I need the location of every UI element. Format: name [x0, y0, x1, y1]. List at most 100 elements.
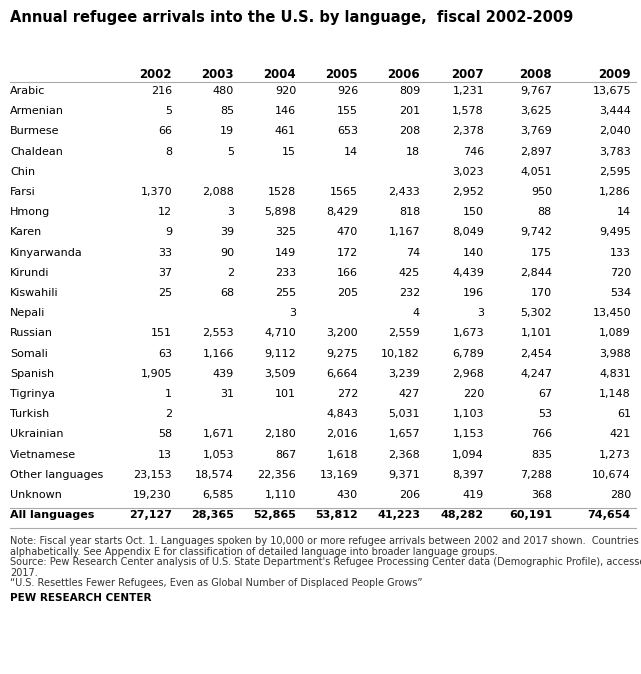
- Text: 2: 2: [227, 268, 234, 278]
- Text: 1,370: 1,370: [140, 187, 172, 197]
- Text: 2,180: 2,180: [264, 429, 296, 439]
- Text: Kiswahili: Kiswahili: [10, 288, 58, 298]
- Text: 1,673: 1,673: [453, 328, 484, 338]
- Text: Nepali: Nepali: [10, 308, 46, 318]
- Text: 2,952: 2,952: [452, 187, 484, 197]
- Text: 13,675: 13,675: [592, 86, 631, 96]
- Text: 18: 18: [406, 147, 420, 156]
- Text: 166: 166: [337, 268, 358, 278]
- Text: 3,023: 3,023: [453, 166, 484, 177]
- Text: PEW RESEARCH CENTER: PEW RESEARCH CENTER: [10, 593, 151, 603]
- Text: 255: 255: [275, 288, 296, 298]
- Text: 5,898: 5,898: [264, 207, 296, 217]
- Text: 133: 133: [610, 247, 631, 257]
- Text: 430: 430: [337, 490, 358, 500]
- Text: 1565: 1565: [330, 187, 358, 197]
- Text: 85: 85: [220, 106, 234, 116]
- Text: 37: 37: [158, 268, 172, 278]
- Text: 4,439: 4,439: [452, 268, 484, 278]
- Text: 1,101: 1,101: [520, 328, 552, 338]
- Text: 233: 233: [275, 268, 296, 278]
- Text: 809: 809: [399, 86, 420, 96]
- Text: 39: 39: [220, 227, 234, 237]
- Text: Unknown: Unknown: [10, 490, 62, 500]
- Text: 8,397: 8,397: [452, 470, 484, 480]
- Text: 419: 419: [463, 490, 484, 500]
- Text: Armenian: Armenian: [10, 106, 64, 116]
- Text: 4,710: 4,710: [264, 328, 296, 338]
- Text: Farsi: Farsi: [10, 187, 36, 197]
- Text: 6,585: 6,585: [203, 490, 234, 500]
- Text: 33: 33: [158, 247, 172, 257]
- Text: 835: 835: [531, 450, 552, 460]
- Text: 5: 5: [227, 147, 234, 156]
- Text: 3,625: 3,625: [520, 106, 552, 116]
- Text: 14: 14: [344, 147, 358, 156]
- Text: 58: 58: [158, 429, 172, 439]
- Text: 1,671: 1,671: [203, 429, 234, 439]
- Text: 196: 196: [463, 288, 484, 298]
- Text: 950: 950: [531, 187, 552, 197]
- Text: Ukrainian: Ukrainian: [10, 429, 63, 439]
- Text: alphabetically. See Appendix E for classification of detailed language into broa: alphabetically. See Appendix E for class…: [10, 547, 498, 557]
- Text: 926: 926: [337, 86, 358, 96]
- Text: 28,365: 28,365: [191, 510, 234, 520]
- Text: 534: 534: [610, 288, 631, 298]
- Text: 206: 206: [399, 490, 420, 500]
- Text: 1,286: 1,286: [599, 187, 631, 197]
- Text: 461: 461: [275, 127, 296, 136]
- Text: 427: 427: [399, 389, 420, 399]
- Text: 1,167: 1,167: [388, 227, 420, 237]
- Text: 10,674: 10,674: [592, 470, 631, 480]
- Text: 4,051: 4,051: [520, 166, 552, 177]
- Text: 2: 2: [165, 409, 172, 419]
- Text: 1,166: 1,166: [203, 348, 234, 359]
- Text: 149: 149: [275, 247, 296, 257]
- Text: 52,865: 52,865: [253, 510, 296, 520]
- Text: 140: 140: [463, 247, 484, 257]
- Text: 3: 3: [477, 308, 484, 318]
- Text: 2003: 2003: [201, 68, 234, 81]
- Text: 5,031: 5,031: [388, 409, 420, 419]
- Text: 7,288: 7,288: [520, 470, 552, 480]
- Text: 5: 5: [165, 106, 172, 116]
- Text: 2008: 2008: [519, 68, 552, 81]
- Text: 2,454: 2,454: [520, 348, 552, 359]
- Text: 67: 67: [538, 389, 552, 399]
- Text: 2,968: 2,968: [452, 369, 484, 379]
- Text: 720: 720: [610, 268, 631, 278]
- Text: 88: 88: [538, 207, 552, 217]
- Text: 48,282: 48,282: [441, 510, 484, 520]
- Text: 13,169: 13,169: [319, 470, 358, 480]
- Text: 1,273: 1,273: [599, 450, 631, 460]
- Text: 1,110: 1,110: [265, 490, 296, 500]
- Text: 6,664: 6,664: [326, 369, 358, 379]
- Text: Turkish: Turkish: [10, 409, 49, 419]
- Text: 170: 170: [531, 288, 552, 298]
- Text: 14: 14: [617, 207, 631, 217]
- Text: 9: 9: [165, 227, 172, 237]
- Text: 766: 766: [531, 429, 552, 439]
- Text: 2,595: 2,595: [599, 166, 631, 177]
- Text: 27,127: 27,127: [129, 510, 172, 520]
- Text: 175: 175: [531, 247, 552, 257]
- Text: 74: 74: [406, 247, 420, 257]
- Text: 13,450: 13,450: [592, 308, 631, 318]
- Text: 2,378: 2,378: [452, 127, 484, 136]
- Text: Burmese: Burmese: [10, 127, 60, 136]
- Text: 3: 3: [227, 207, 234, 217]
- Text: 3,444: 3,444: [599, 106, 631, 116]
- Text: 6,789: 6,789: [452, 348, 484, 359]
- Text: 1528: 1528: [268, 187, 296, 197]
- Text: 216: 216: [151, 86, 172, 96]
- Text: 63: 63: [158, 348, 172, 359]
- Text: 23,153: 23,153: [133, 470, 172, 480]
- Text: 4: 4: [413, 308, 420, 318]
- Text: Note: Fiscal year starts Oct. 1. Languages spoken by 10,000 or more refugee arri: Note: Fiscal year starts Oct. 1. Languag…: [10, 537, 641, 547]
- Text: 9,112: 9,112: [264, 348, 296, 359]
- Text: 2007: 2007: [451, 68, 484, 81]
- Text: Vietnamese: Vietnamese: [10, 450, 76, 460]
- Text: 4,247: 4,247: [520, 369, 552, 379]
- Text: Kirundi: Kirundi: [10, 268, 49, 278]
- Text: Kinyarwanda: Kinyarwanda: [10, 247, 83, 257]
